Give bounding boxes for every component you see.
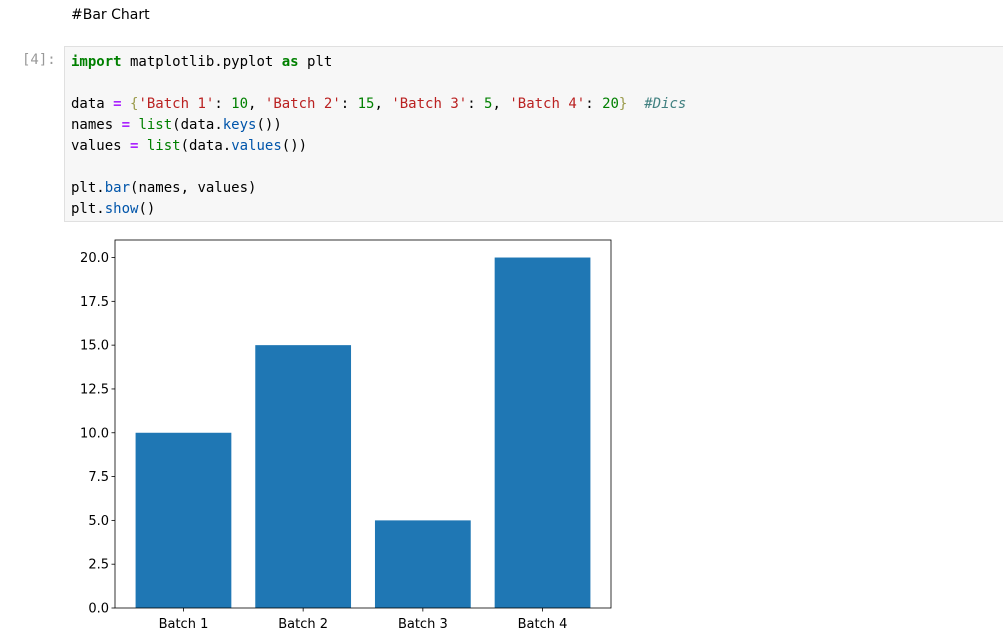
- token: ()): [256, 117, 282, 133]
- token: (data.: [180, 138, 232, 154]
- token: as: [281, 54, 299, 70]
- token: ,: [492, 96, 510, 112]
- token: ,: [248, 96, 265, 112]
- y-tick-label: 17.5: [80, 295, 109, 310]
- token: 5: [484, 96, 493, 112]
- y-tick-label: 5.0: [88, 514, 109, 529]
- token: 'Batch 2': [264, 96, 341, 112]
- token: ,: [374, 96, 392, 112]
- token: {: [121, 96, 139, 112]
- bar: [255, 345, 352, 608]
- token: plt.: [71, 180, 105, 196]
- token: ()): [281, 138, 308, 154]
- markdown-cell: #Bar Chart: [71, 7, 150, 23]
- token: =: [121, 117, 131, 133]
- x-tick-label: Batch 1: [159, 617, 209, 632]
- token: show: [104, 201, 139, 217]
- token: (data.: [172, 117, 223, 133]
- cell-prompt: [4]:: [22, 52, 56, 68]
- token: :: [340, 96, 358, 112]
- code-line: data = {'Batch 1': 10, 'Batch 2': 15, 'B…: [71, 95, 686, 113]
- token: :: [467, 96, 485, 112]
- x-tick-label: Batch 3: [398, 617, 448, 632]
- token: 15: [357, 96, 375, 112]
- y-tick-label: 15.0: [80, 339, 109, 354]
- code-line: plt.show(): [71, 200, 155, 218]
- axes-frame: [114, 239, 612, 609]
- token: values: [231, 138, 282, 154]
- code-line: plt.bar(names, values): [71, 179, 256, 197]
- token: #Dics: [627, 96, 687, 112]
- token: 'Batch 3': [391, 96, 468, 112]
- token: 10: [231, 96, 249, 112]
- token: =: [113, 96, 122, 112]
- token: plt.: [71, 201, 105, 217]
- token: bar: [104, 180, 131, 196]
- token: values: [71, 138, 131, 154]
- token: 'Batch 1': [138, 96, 215, 112]
- token: import: [71, 54, 122, 70]
- y-tick-label: 0.0: [88, 602, 109, 617]
- y-tick-label: 10.0: [80, 426, 109, 441]
- bar: [374, 520, 471, 608]
- x-tick-label: Batch 2: [278, 617, 328, 632]
- token: matplotlib.pyplot: [121, 54, 282, 70]
- token: 20: [602, 96, 619, 112]
- code-line: values = list(data.values()): [71, 137, 307, 155]
- token: :: [585, 96, 603, 112]
- token: list: [138, 138, 181, 154]
- token: 'Batch 4': [509, 96, 586, 112]
- token: plt: [298, 54, 333, 70]
- y-tick-label: 2.5: [88, 558, 109, 573]
- bar: [135, 432, 232, 608]
- token: keys: [222, 117, 257, 133]
- token: names: [71, 117, 122, 133]
- y-tick-label: 12.5: [80, 382, 109, 397]
- chart: 0.0 2.5 5.0 7.5 10.0 12.5 15.0 17.5 20.0 Batch 1 B…: [80, 239, 612, 632]
- token: data: [71, 96, 114, 112]
- code-line: import matplotlib.pyplot as plt: [71, 53, 332, 71]
- y-tick-label: 20.0: [80, 251, 109, 266]
- token: =: [130, 138, 139, 154]
- token: :: [214, 96, 232, 112]
- code-cell[interactable]: import matplotlib.pyplot as plt data = {…: [64, 46, 1003, 222]
- token: (): [138, 201, 156, 217]
- token: list: [130, 117, 173, 133]
- code-line: names = list(data.keys()): [71, 116, 282, 134]
- bar: [494, 257, 591, 608]
- token: (names, values): [130, 180, 257, 196]
- x-tick-label: Batch 4: [518, 617, 568, 632]
- token: }: [618, 96, 628, 112]
- y-tick-label: 7.5: [88, 470, 109, 485]
